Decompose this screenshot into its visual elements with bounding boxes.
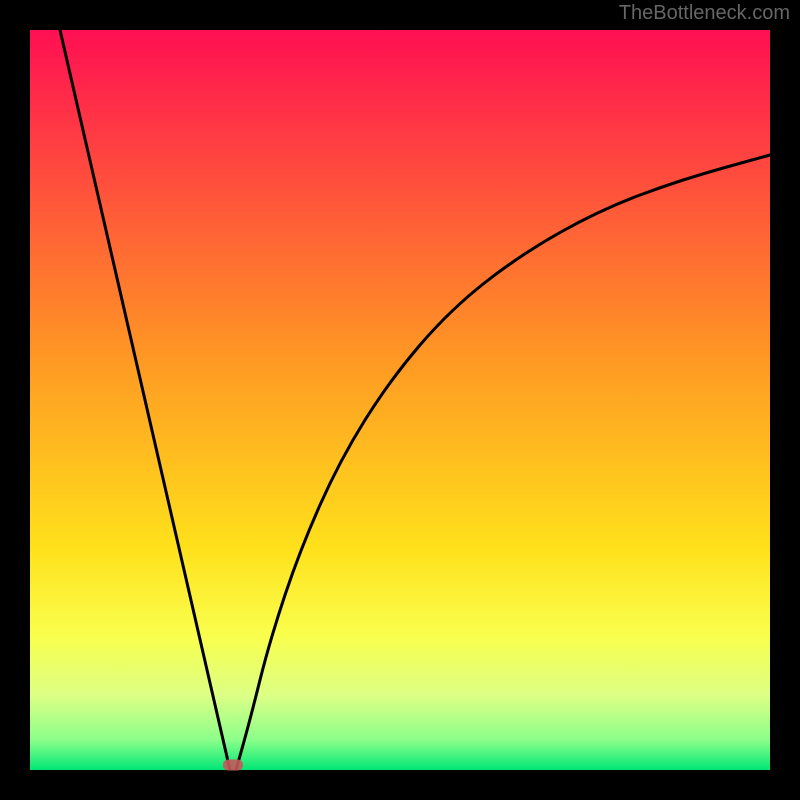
chart-container: TheBottleneck.com (0, 0, 800, 800)
bottleneck-chart (0, 0, 800, 800)
vertex-marker (223, 760, 243, 771)
plot-background (30, 30, 770, 770)
